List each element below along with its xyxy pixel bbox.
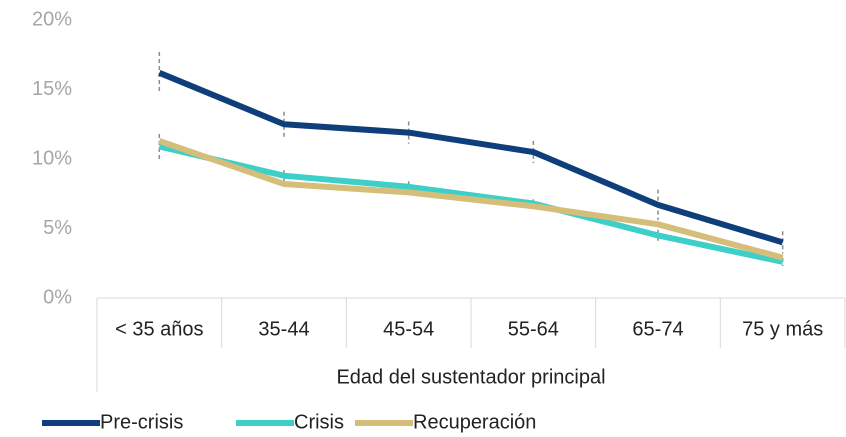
series-line bbox=[158, 70, 784, 246]
legend-label: Crisis bbox=[294, 411, 344, 433]
x-tick-label: 65-74 bbox=[632, 318, 683, 340]
x-tick-label: 75 y más bbox=[742, 318, 823, 340]
series-line bbox=[158, 138, 784, 261]
x-tick-label: < 35 años bbox=[115, 318, 203, 340]
x-tick-label: 35-44 bbox=[258, 318, 309, 340]
x-tick-label: 55-64 bbox=[508, 318, 559, 340]
y-tick-label: 10% bbox=[32, 147, 72, 169]
y-tick-label: 0% bbox=[43, 286, 72, 308]
y-tick-label: 5% bbox=[43, 217, 72, 239]
legend-label: Recuperación bbox=[413, 411, 536, 433]
legend-label: Pre-crisis bbox=[100, 411, 183, 433]
y-tick-label: 15% bbox=[32, 78, 72, 100]
y-tick-label: 20% bbox=[32, 8, 72, 30]
series-line bbox=[158, 143, 784, 265]
x-axis-title: Edad del sustentador principal bbox=[336, 366, 605, 388]
x-tick-label: 45-54 bbox=[383, 318, 434, 340]
